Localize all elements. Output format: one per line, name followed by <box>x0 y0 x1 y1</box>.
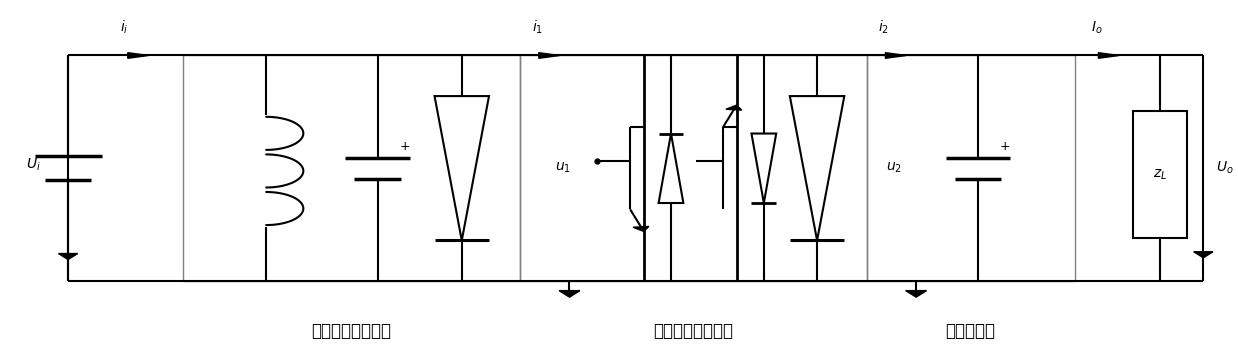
Polygon shape <box>560 291 579 297</box>
Text: 高频组合调制开关: 高频组合调制开关 <box>654 322 733 340</box>
FancyBboxPatch shape <box>1133 111 1187 238</box>
Polygon shape <box>1098 53 1119 58</box>
Polygon shape <box>725 105 742 110</box>
Text: +: + <box>400 140 410 153</box>
Polygon shape <box>539 53 560 58</box>
Polygon shape <box>906 291 926 297</box>
Text: 多级开关感容网络: 多级开关感容网络 <box>312 322 391 340</box>
Polygon shape <box>885 53 906 58</box>
Polygon shape <box>58 253 78 260</box>
Text: $I_o$: $I_o$ <box>1091 19 1103 36</box>
Text: $z_L$: $z_L$ <box>1153 167 1167 182</box>
Text: $u_2$: $u_2$ <box>886 161 901 175</box>
Text: $i_i$: $i_i$ <box>120 18 128 36</box>
Polygon shape <box>128 53 149 58</box>
Text: 电容滤波器: 电容滤波器 <box>946 322 995 340</box>
Polygon shape <box>1193 252 1213 258</box>
Text: +: + <box>1000 140 1010 153</box>
Text: $i_1$: $i_1$ <box>532 18 542 36</box>
Text: $U_o$: $U_o$ <box>1216 160 1233 176</box>
Text: $U_i$: $U_i$ <box>26 156 41 173</box>
Text: $i_2$: $i_2$ <box>879 18 889 36</box>
Polygon shape <box>633 226 649 231</box>
Text: $u_1$: $u_1$ <box>556 161 571 175</box>
